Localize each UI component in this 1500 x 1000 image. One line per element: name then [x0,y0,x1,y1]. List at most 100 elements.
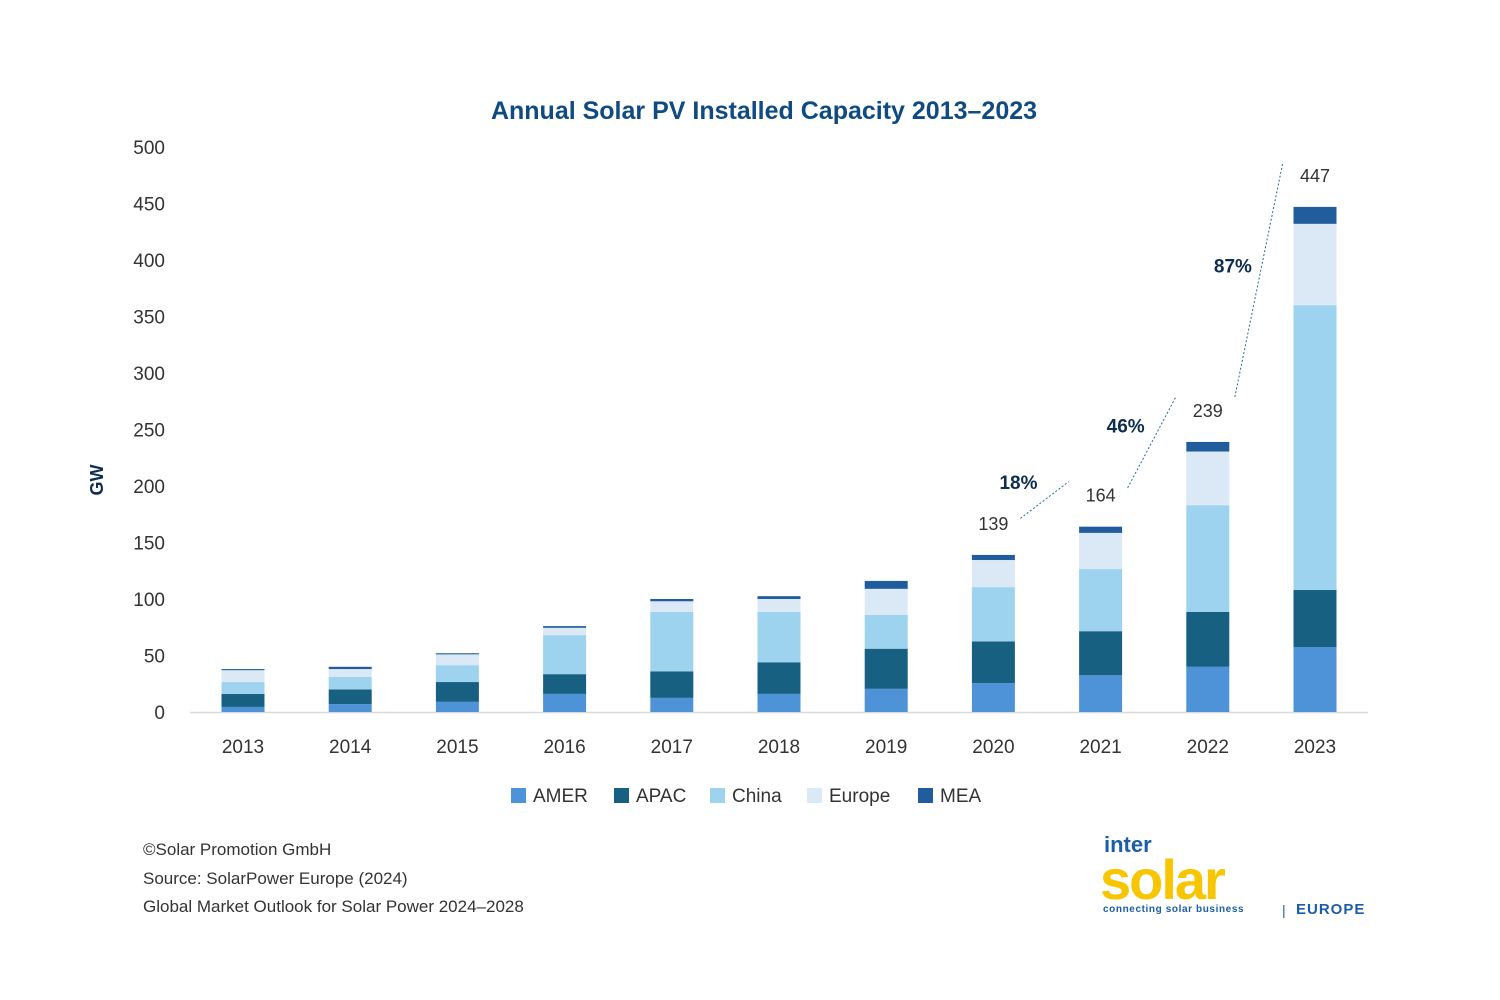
bar-stack-2014 [328,666,372,712]
y-tick-label: 100 [133,590,165,611]
bar-segment-china-2020 [971,587,1015,642]
bar-segment-china-2021 [1079,569,1123,632]
bar-stack-2022 [1186,441,1230,712]
intersolar-europe-logo: inter solar connecting solar business | … [1100,834,1380,920]
bar-segment-china-2017 [650,611,694,672]
bar-segment-amer-2019 [864,688,908,712]
y-tick-label: 0 [154,703,165,724]
growth-connector-2022 [1127,396,1177,489]
bar-segment-mea-2017 [650,599,694,602]
x-tick-label: 2018 [758,737,800,758]
logo-separator: | [1282,902,1286,918]
bar-segment-mea-2022 [1186,441,1230,452]
bar-segment-apac-2017 [650,671,694,698]
growth-label-2021: 18% [999,473,1037,494]
bar-stack-2020 [971,554,1015,712]
legend-item-europe: Europe [807,786,890,807]
x-tick-label: 2015 [436,737,478,758]
bar-segment-apac-2023 [1293,589,1337,648]
bar-segment-mea-2016 [543,626,587,628]
bar-segment-europe-2013 [221,670,265,683]
copyright-text: ©Solar Promotion GmbH [143,840,332,859]
x-tick-label: 2014 [329,737,372,758]
bar-segment-europe-2016 [543,627,587,636]
legend-label: Europe [829,786,890,807]
bar-segment-europe-2020 [971,560,1015,588]
bar-segment-mea-2014 [328,666,372,670]
y-tick-label: 50 [144,647,165,668]
bar-segment-mea-2023 [1293,206,1337,224]
bar-segment-mea-2015 [435,653,479,655]
x-tick-label: 2020 [972,737,1014,758]
bar-segment-amer-2023 [1293,647,1337,712]
growth-connector-2023 [1234,161,1284,398]
bar-segment-europe-2021 [1079,532,1123,570]
bar-stack-2019 [864,580,908,712]
y-tick-label: 300 [133,364,165,385]
bar-segment-mea-2019 [864,580,908,589]
total-label-2021: 164 [1086,486,1116,506]
bar-segment-amer-2013 [221,706,265,712]
bar-segment-europe-2022 [1186,451,1230,506]
bar-segment-mea-2020 [971,554,1015,561]
total-label-2020: 139 [978,514,1008,534]
bar-stack-2018 [757,596,801,712]
bar-segment-amer-2017 [650,697,694,712]
logo-inter: inter [1104,832,1152,857]
x-tick-label: 2023 [1294,737,1336,758]
bar-segment-china-2018 [757,611,801,663]
source-text: Source: SolarPower Europe (2024) [143,869,408,888]
legend-item-apac: APAC [614,786,686,807]
chart-title: Annual Solar PV Installed Capacity 2013–… [491,97,1037,125]
bar-stack-2015 [435,653,479,712]
x-tick-label: 2019 [865,737,907,758]
legend-swatch [511,788,526,803]
x-tick-label: 2022 [1187,737,1229,758]
bar-segment-apac-2019 [864,648,908,689]
bar-segment-europe-2017 [650,601,694,612]
bar-segment-amer-2020 [971,683,1015,712]
y-tick-label: 350 [133,308,165,329]
bar-stack-2023 [1293,206,1337,712]
x-tick-label: 2013 [222,737,264,758]
bar-segment-amer-2014 [328,704,372,712]
legend-label: MEA [940,786,982,807]
bar-segment-amer-2016 [543,693,587,712]
bar-stack-2017 [650,599,694,712]
x-tick-label: 2017 [651,737,693,758]
bar-segment-apac-2018 [757,662,801,694]
x-tick-label: 2016 [543,737,585,758]
bar-segment-europe-2015 [435,654,479,666]
logo-tagline: connecting solar business [1103,904,1245,915]
legend-item-mea: MEA [918,786,982,807]
y-tick-label: 200 [133,477,165,498]
bar-segment-apac-2014 [328,689,372,705]
legend-swatch [807,788,822,803]
bar-segment-amer-2021 [1079,675,1123,712]
bar-stack-2013 [221,669,265,712]
bar-segment-europe-2019 [864,588,908,615]
x-tick-label: 2021 [1079,737,1121,758]
logo-solar: solar [1100,848,1226,911]
bar-segment-apac-2016 [543,674,587,694]
legend-label: APAC [636,786,686,807]
legend-swatch [710,788,725,803]
legend-swatch [614,788,629,803]
bar-segment-apac-2021 [1079,631,1123,676]
growth-label-2022: 46% [1107,416,1145,437]
bar-segment-amer-2022 [1186,666,1230,712]
y-tick-label: 500 [133,138,165,159]
bar-segment-europe-2018 [757,599,801,612]
legend-label: China [732,786,782,807]
y-axis-label: GW [87,464,107,495]
publication-text: Global Market Outlook for Solar Power 20… [143,897,524,916]
bar-segment-mea-2021 [1079,526,1123,533]
bar-segment-mea-2013 [221,669,265,671]
bar-segment-china-2014 [328,676,372,690]
total-label-2023: 447 [1300,166,1330,186]
bar-stack-2021 [1079,526,1123,712]
bar-segment-europe-2014 [328,669,372,677]
bar-segment-china-2019 [864,614,908,649]
